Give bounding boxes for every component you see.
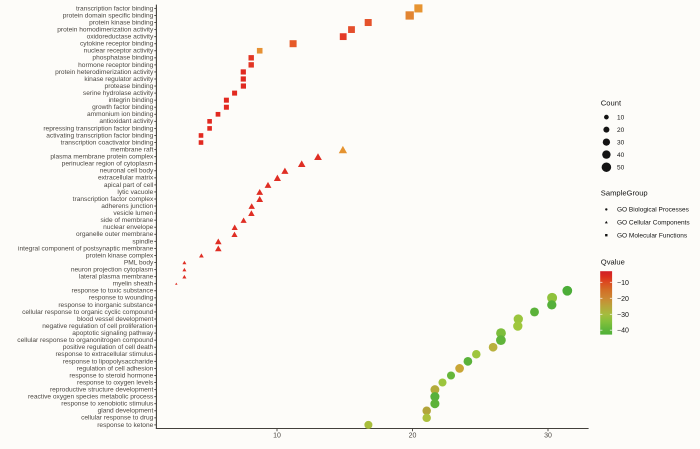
svg-text:20: 20 bbox=[409, 433, 417, 440]
svg-text:kinase regulator activity: kinase regulator activity bbox=[84, 76, 154, 83]
svg-text:40: 40 bbox=[617, 152, 625, 159]
svg-text:−10: −10 bbox=[617, 280, 629, 287]
svg-text:response to toxic substance: response to toxic substance bbox=[72, 288, 154, 295]
svg-text:−20: −20 bbox=[617, 296, 629, 303]
svg-text:membrane raft: membrane raft bbox=[110, 146, 153, 153]
svg-text:10: 10 bbox=[617, 114, 625, 121]
svg-text:response to xenobiotic stimulu: response to xenobiotic stimulus bbox=[61, 401, 154, 408]
svg-text:extracellular matrix: extracellular matrix bbox=[98, 175, 154, 182]
svg-text:GO Biological Processes: GO Biological Processes bbox=[617, 207, 690, 214]
svg-text:response to wounding: response to wounding bbox=[89, 295, 154, 302]
svg-text:nuclear receptor activity: nuclear receptor activity bbox=[84, 48, 154, 55]
svg-text:gland development: gland development bbox=[98, 408, 154, 415]
svg-text:protein domain specific bindin: protein domain specific binding bbox=[63, 12, 154, 19]
svg-text:organelle outer membrane: organelle outer membrane bbox=[76, 231, 154, 238]
svg-text:protein heterodimerization act: protein heterodimerization activity bbox=[55, 69, 154, 76]
svg-text:serine hydrolase activity: serine hydrolase activity bbox=[83, 90, 154, 97]
svg-text:positive regulation of cell de: positive regulation of cell death bbox=[63, 344, 154, 351]
svg-text:protease binding: protease binding bbox=[105, 83, 154, 90]
svg-text:integral component of postsyna: integral component of postsynaptic membr… bbox=[18, 245, 154, 252]
svg-text:reactive oxygen species metabo: reactive oxygen species metabolic proces… bbox=[28, 394, 154, 401]
svg-text:reproductive structure develop: reproductive structure development bbox=[50, 386, 154, 393]
svg-text:−30: −30 bbox=[617, 312, 629, 319]
svg-text:growth factor binding: growth factor binding bbox=[92, 104, 154, 111]
svg-text:SampleGroup: SampleGroup bbox=[601, 189, 648, 198]
svg-text:transcription factor complex: transcription factor complex bbox=[73, 196, 154, 203]
svg-text:neuronal cell body: neuronal cell body bbox=[100, 168, 154, 175]
svg-text:response to lipopolysaccharide: response to lipopolysaccharide bbox=[63, 358, 154, 365]
svg-text:response to ketone: response to ketone bbox=[97, 422, 153, 429]
svg-text:20: 20 bbox=[617, 127, 625, 134]
svg-text:protein kinase complex: protein kinase complex bbox=[86, 252, 154, 259]
svg-text:perinuclear region of cytoplas: perinuclear region of cytoplasm bbox=[62, 161, 154, 168]
svg-text:neuron projection cytoplasm: neuron projection cytoplasm bbox=[71, 266, 154, 273]
svg-text:myelin sheath: myelin sheath bbox=[113, 281, 154, 288]
svg-text:Qvalue: Qvalue bbox=[601, 257, 625, 266]
svg-text:repressing transcription facto: repressing transcription factor binding bbox=[43, 125, 153, 132]
svg-text:cellular response to drug: cellular response to drug bbox=[81, 415, 154, 422]
svg-text:response to oxygen levels: response to oxygen levels bbox=[77, 379, 154, 386]
svg-text:PML body: PML body bbox=[124, 259, 154, 266]
svg-text:protein kinase binding: protein kinase binding bbox=[89, 19, 153, 26]
svg-text:negative regulation of cell pr: negative regulation of cell proliferatio… bbox=[42, 323, 153, 330]
svg-text:−40: −40 bbox=[617, 328, 629, 335]
svg-text:lateral plasma membrane: lateral plasma membrane bbox=[79, 274, 154, 281]
svg-text:cytokine receptor binding: cytokine receptor binding bbox=[80, 41, 154, 48]
svg-text:response to inorganic substanc: response to inorganic substance bbox=[58, 302, 153, 309]
svg-text:oxidoreductase activity: oxidoreductase activity bbox=[87, 34, 154, 41]
svg-text:nuclear envelope: nuclear envelope bbox=[103, 224, 154, 231]
svg-text:blood vessel development: blood vessel development bbox=[77, 316, 153, 323]
svg-text:response to steroid hormone: response to steroid hormone bbox=[69, 372, 153, 379]
svg-text:activating transcription facto: activating transcription factor binding bbox=[46, 132, 153, 139]
svg-text:plasma membrane protein comple: plasma membrane protein complex bbox=[50, 154, 154, 161]
svg-text:side of membrane: side of membrane bbox=[101, 217, 154, 224]
svg-text:integrin binding: integrin binding bbox=[109, 97, 154, 104]
svg-text:response to extracellular stim: response to extracellular stimulus bbox=[55, 351, 154, 358]
svg-text:protein homodimerization activ: protein homodimerization activity bbox=[57, 26, 154, 33]
svg-text:10: 10 bbox=[273, 433, 281, 440]
svg-text:apoptotic signaling pathway: apoptotic signaling pathway bbox=[72, 330, 154, 337]
svg-text:ammonium ion binding: ammonium ion binding bbox=[87, 111, 154, 118]
svg-text:cellular response to organic c: cellular response to organic cyclic comp… bbox=[22, 309, 154, 316]
svg-text:phosphatase binding: phosphatase binding bbox=[92, 55, 153, 62]
svg-text:GO Cellular Components: GO Cellular Components bbox=[617, 220, 690, 227]
svg-text:GO Molecular Functions: GO Molecular Functions bbox=[617, 233, 688, 240]
svg-text:Count: Count bbox=[601, 99, 622, 108]
svg-text:spindle: spindle bbox=[132, 238, 153, 245]
svg-text:lytic vacuole: lytic vacuole bbox=[117, 189, 153, 196]
svg-text:adherens junction: adherens junction bbox=[101, 203, 153, 210]
svg-text:vesicle lumen: vesicle lumen bbox=[113, 210, 153, 217]
svg-text:apical part of cell: apical part of cell bbox=[104, 182, 154, 189]
svg-text:antioxidant activity: antioxidant activity bbox=[99, 118, 154, 125]
svg-text:30: 30 bbox=[544, 433, 552, 440]
svg-text:transcription coactivator bind: transcription coactivator binding bbox=[61, 139, 154, 146]
svg-text:cellular response to organonit: cellular response to organonitrogen comp… bbox=[17, 337, 153, 344]
svg-text:regulation of cell adhesion: regulation of cell adhesion bbox=[77, 365, 154, 372]
svg-text:50: 50 bbox=[617, 165, 625, 172]
svg-text:30: 30 bbox=[617, 139, 625, 146]
svg-text:transcription factor binding: transcription factor binding bbox=[76, 5, 154, 12]
svg-text:hormone receptor binding: hormone receptor binding bbox=[78, 62, 153, 69]
